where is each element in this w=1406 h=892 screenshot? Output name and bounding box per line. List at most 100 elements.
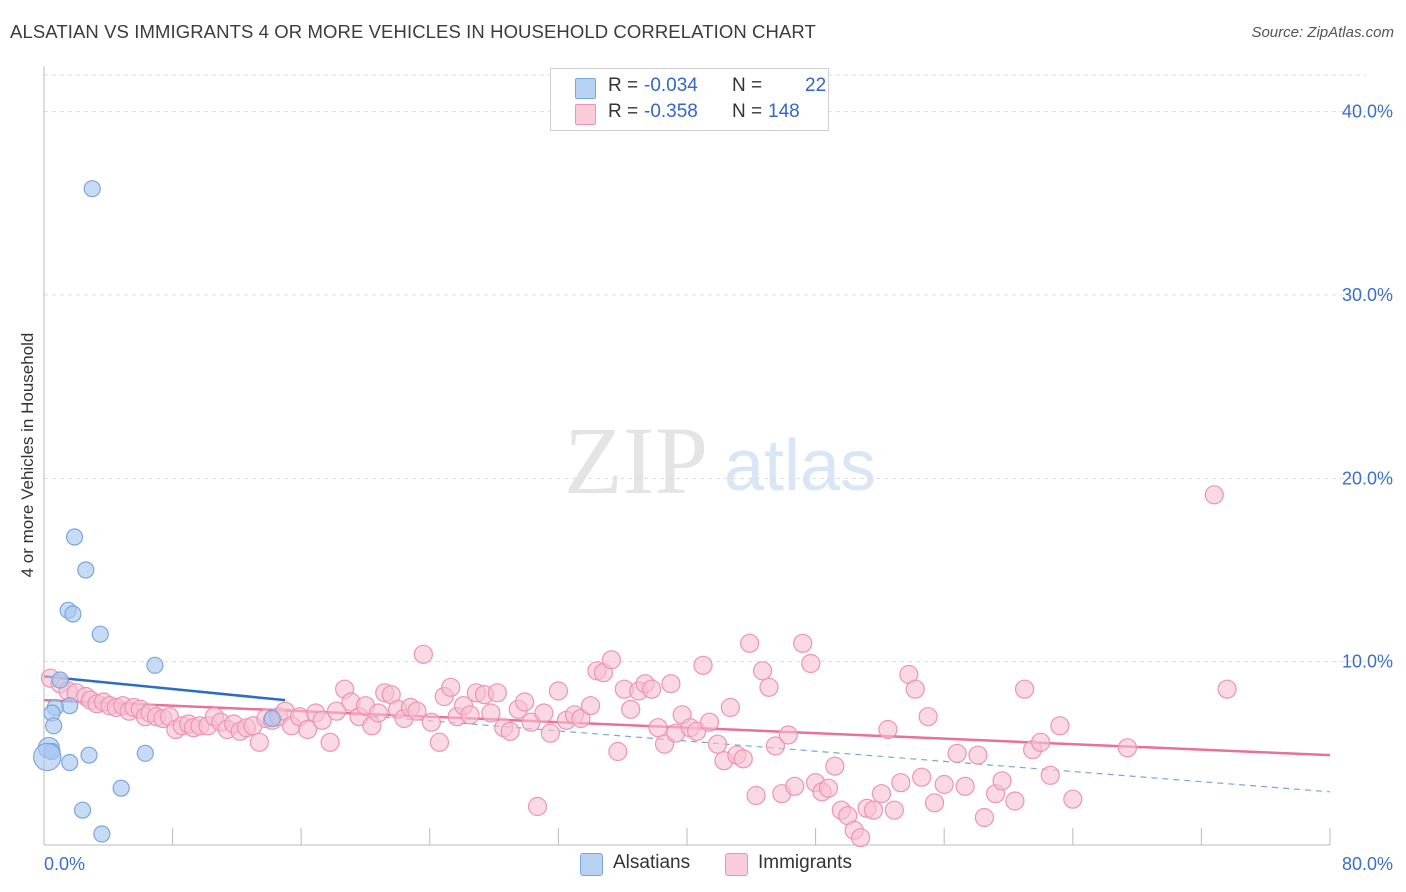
immigrants-point xyxy=(778,725,798,745)
alsatians-swatch xyxy=(580,853,603,876)
legend-label-immigrants: Immigrants xyxy=(758,852,852,873)
immigrants-point xyxy=(548,681,569,701)
immigrants-point xyxy=(580,696,601,716)
immigrants-point xyxy=(746,785,766,806)
alsatians-point xyxy=(93,825,111,843)
immigrants-point xyxy=(693,655,713,675)
alsatians-point xyxy=(77,561,95,579)
x-tick-label: 0.0% xyxy=(44,854,85,874)
immigrants-point xyxy=(413,644,433,664)
immigrants-point xyxy=(924,793,945,813)
immigrants-point xyxy=(312,710,332,730)
tick-labels: 10.0% 20.0% 30.0% 40.0% 0.0% 80.0% xyxy=(44,102,1393,874)
r-label: R = xyxy=(608,75,639,96)
immigrants-point xyxy=(884,800,904,820)
immigrants-point xyxy=(825,756,845,776)
y-tick-label: 10.0% xyxy=(1342,652,1393,672)
immigrants-point xyxy=(891,773,911,793)
immigrants-point xyxy=(1117,738,1138,758)
immigrants-point xyxy=(699,712,720,732)
immigrants-point xyxy=(955,776,975,796)
immigrants-point xyxy=(571,708,591,729)
alsatians-point xyxy=(83,180,101,198)
alsatians-point xyxy=(45,717,63,735)
n-value: 148 xyxy=(768,101,800,122)
immigrants-point xyxy=(1204,485,1224,505)
immigrants-point xyxy=(642,679,662,699)
watermark-zip: ZIP xyxy=(564,407,708,514)
immigrants-point xyxy=(500,721,520,741)
r-value: -0.358 xyxy=(644,101,698,122)
r-label: R = xyxy=(608,101,639,122)
y-tick-label: 30.0% xyxy=(1342,285,1393,305)
alsatians-point xyxy=(65,528,84,546)
immigrants-point xyxy=(968,745,988,765)
immigrants-point xyxy=(1050,716,1070,736)
immigrants-point xyxy=(249,732,270,752)
immigrants-point xyxy=(534,703,554,723)
immigrants-point xyxy=(320,732,340,752)
immigrants-point xyxy=(752,661,773,681)
immigrants-point xyxy=(934,774,954,795)
immigrants-point xyxy=(992,771,1012,791)
immigrants-point xyxy=(733,749,753,769)
immigrants-point xyxy=(947,743,967,763)
immigrants-point xyxy=(801,653,821,674)
dashed-trend-line xyxy=(285,708,1331,793)
immigrants-point xyxy=(851,828,871,848)
immigrants-point xyxy=(421,712,442,732)
watermark-atlas: atlas xyxy=(724,426,876,506)
data-points xyxy=(33,180,1237,848)
immigrants-point xyxy=(441,677,461,697)
grid xyxy=(44,74,1366,663)
source-label: Source: ZipAtlas.com xyxy=(1251,24,1394,41)
immigrants-point xyxy=(601,650,622,670)
alsatians-swatch xyxy=(575,78,596,99)
immigrants-point xyxy=(481,703,501,723)
immigrants-point xyxy=(912,767,932,787)
immigrants-point xyxy=(740,633,760,653)
immigrants-point xyxy=(871,784,892,804)
alsatians-point xyxy=(80,746,98,764)
immigrants-point xyxy=(1217,679,1237,699)
immigrants-point xyxy=(720,697,741,718)
y-tick-label: 40.0% xyxy=(1342,102,1393,122)
n-value: 22 xyxy=(805,75,827,96)
alsatians-point xyxy=(33,742,62,772)
immigrants-point xyxy=(863,800,884,820)
immigrants-point xyxy=(1040,765,1060,785)
immigrants-point xyxy=(1014,679,1035,699)
immigrants-point xyxy=(368,703,388,723)
alsatians-point xyxy=(263,709,281,728)
immigrants-point xyxy=(527,796,548,817)
immigrants-point xyxy=(1005,791,1025,811)
alsatians-trend-line xyxy=(43,675,286,702)
r-value: -0.034 xyxy=(644,75,698,96)
immigrants-point xyxy=(515,692,535,712)
y-tick-label: 20.0% xyxy=(1342,468,1393,488)
immigrants-point xyxy=(326,701,347,721)
immigrants-point xyxy=(707,734,728,754)
immigrants-point xyxy=(621,699,641,719)
watermark: ZIP atlas xyxy=(564,407,876,514)
immigrants-point xyxy=(878,719,898,740)
immigrants-point xyxy=(918,707,938,727)
alsatians-point xyxy=(73,801,92,819)
immigrants-point xyxy=(765,736,786,756)
immigrants-point xyxy=(974,807,994,828)
immigrants-point xyxy=(759,677,779,697)
immigrants-point xyxy=(540,723,560,743)
immigrants-point xyxy=(818,778,839,798)
immigrants-point xyxy=(1063,789,1083,809)
n-label: N = xyxy=(732,101,763,122)
immigrants-swatch xyxy=(725,853,748,876)
immigrants-point xyxy=(905,679,925,699)
immigrants-point xyxy=(661,674,681,694)
immigrants-point xyxy=(407,701,427,721)
x-tick-label: 80.0% xyxy=(1342,854,1393,874)
immigrants-point xyxy=(608,741,628,762)
n-label: N = xyxy=(732,75,763,96)
immigrants-swatch xyxy=(575,104,596,125)
alsatians-point xyxy=(91,625,109,643)
